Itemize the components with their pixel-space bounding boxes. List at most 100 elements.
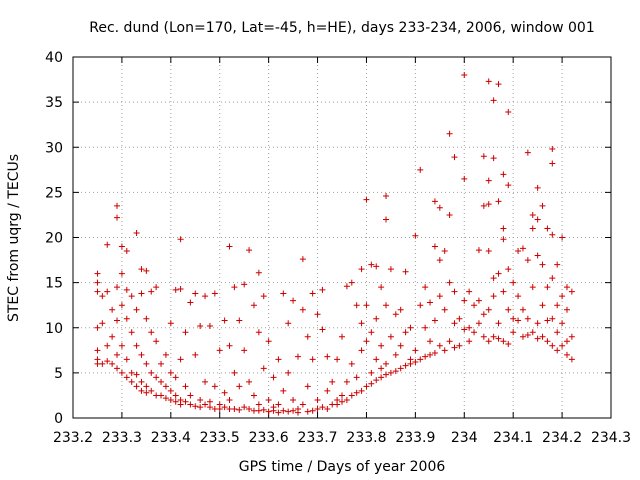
data-point [427,351,434,358]
data-point [353,389,360,396]
data-point [94,270,101,277]
data-point [133,229,140,236]
data-point [480,333,487,340]
data-point [549,275,556,282]
y-tick-label: 15 [45,276,63,292]
data-point [436,293,443,300]
data-point [99,360,106,367]
data-point [431,350,438,357]
data-point [358,347,365,354]
data-point [544,284,551,291]
data-point [138,266,145,273]
data-point [446,338,453,345]
data-point [299,306,306,313]
data-point [309,290,316,297]
data-point [559,342,566,349]
data-point [373,263,380,270]
data-point [451,154,458,161]
data-point [216,405,223,412]
data-point [299,256,306,263]
data-point [568,333,575,340]
data-point [397,342,404,349]
data-point [231,369,238,376]
data-point [153,284,160,291]
data-point [392,368,399,375]
data-point [114,284,121,291]
data-point [192,351,199,358]
data-point [358,266,365,273]
data-point [177,285,184,292]
data-point [471,302,478,309]
data-point [485,201,492,208]
grid-lines [73,57,611,418]
data-point [490,97,497,104]
y-tick-label: 30 [45,140,63,156]
data-point [153,338,160,345]
data-point [549,160,556,167]
data-point [187,392,194,399]
data-point [216,347,223,354]
data-point [431,317,438,324]
data-point [500,171,507,178]
data-point [544,317,551,324]
x-tick-label: 233.2 [53,430,93,446]
data-point [324,353,331,360]
data-point [162,383,169,390]
data-point [495,335,502,342]
data-point [265,396,272,403]
data-point [383,302,390,309]
data-point [206,398,213,405]
data-point [143,389,150,396]
data-point [304,383,311,390]
data-point [363,196,370,203]
data-point [304,408,311,415]
data-point [167,369,174,376]
data-point [373,315,380,322]
data-point [285,369,292,376]
data-point [172,392,179,399]
data-point [290,297,297,304]
data-point [387,266,394,273]
data-point [485,338,492,345]
data-point [422,353,429,360]
data-point [177,236,184,243]
data-point [436,257,443,264]
data-point [148,369,155,376]
data-point [211,290,218,297]
data-point [182,398,189,405]
x-tick-label: 233.7 [297,430,337,446]
data-point [138,378,145,385]
data-point [109,306,116,313]
data-point [422,324,429,331]
y-tick-labels: 0 5 10 15 20 25 30 35 40 [45,50,63,427]
data-point [314,405,321,412]
x-tick-labels: 233.2 233.3 233.4 233.5 233.6 233.7 233.8 233.9… [53,430,631,446]
data-point [275,356,282,363]
data-point [187,299,194,306]
data-point [378,374,385,381]
data-point [255,407,262,414]
data-point [138,290,145,297]
data-point [231,405,238,412]
data-point [329,378,336,385]
data-point [290,407,297,414]
data-point [539,202,546,209]
data-point [94,279,101,286]
data-point [187,401,194,408]
data-point [383,371,390,378]
data-point [114,317,121,324]
data-point [534,320,541,327]
data-point [99,293,106,300]
data-point [431,243,438,250]
data-point [554,347,561,354]
data-point [348,360,355,367]
data-point [544,225,551,232]
data-point [285,408,292,415]
data-point [392,351,399,358]
data-point [505,306,512,313]
data-point [104,288,111,295]
data-point [202,378,209,385]
data-point [309,356,316,363]
data-point [177,356,184,363]
